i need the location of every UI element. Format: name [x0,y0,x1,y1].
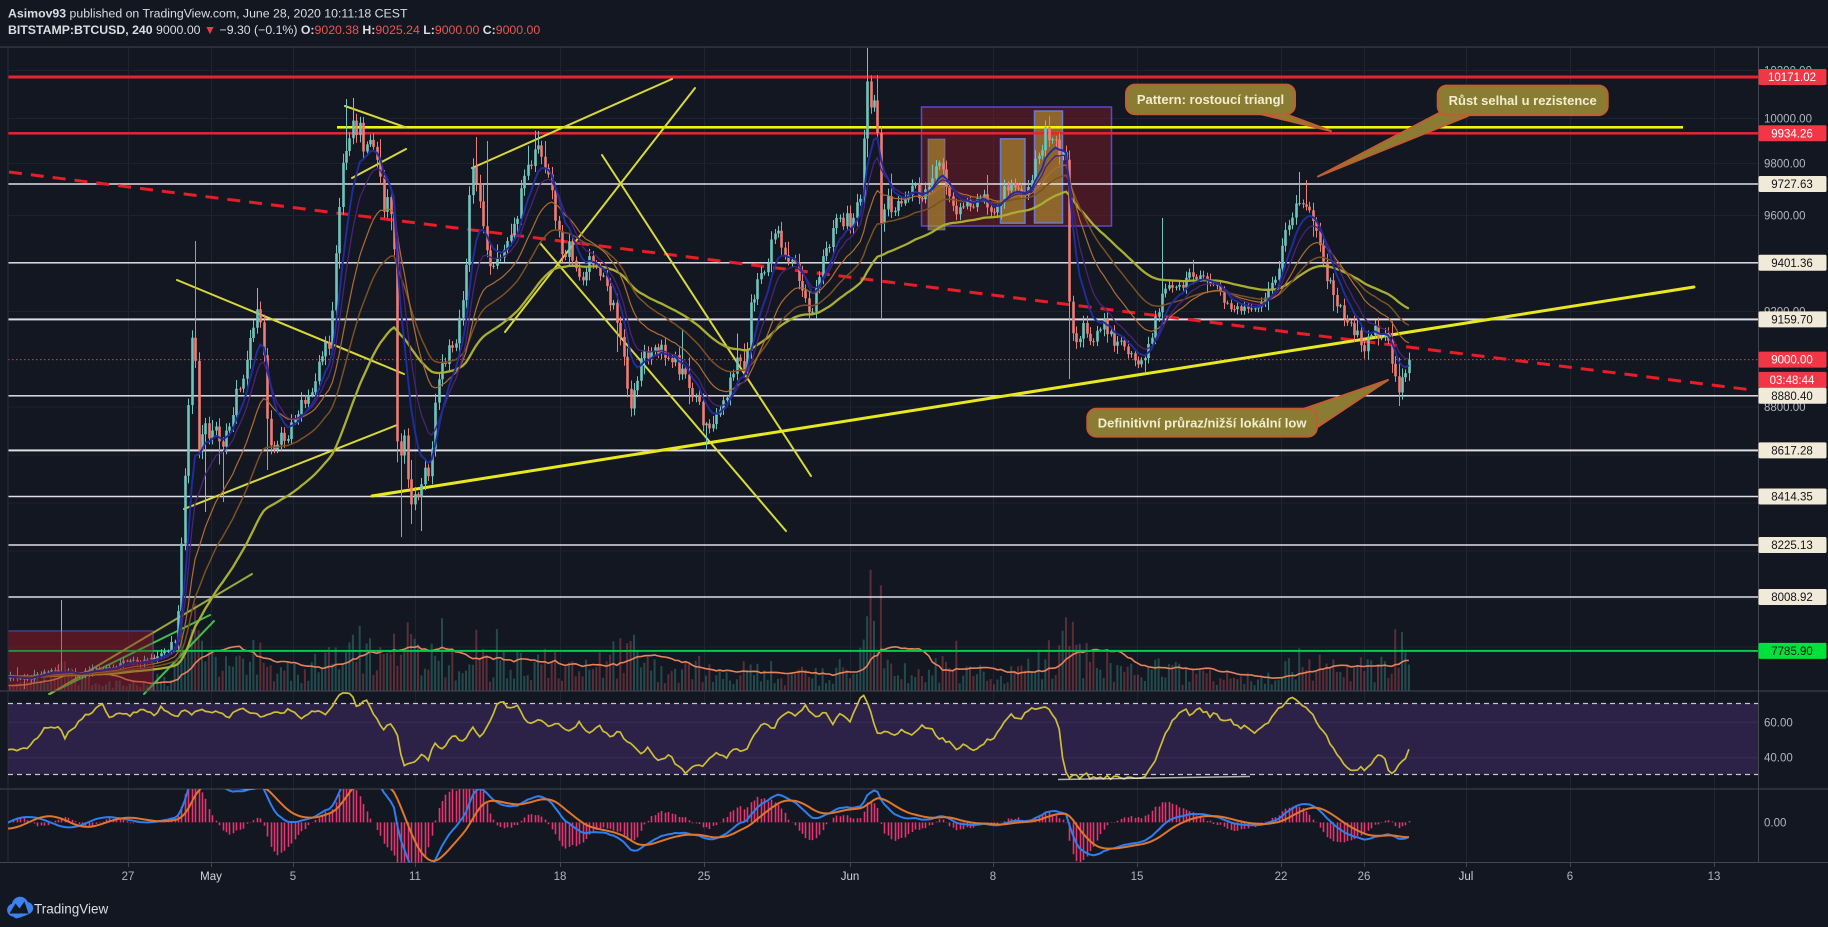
svg-text:9800.00: 9800.00 [1764,159,1806,171]
svg-text:7785.90: 7785.90 [1771,646,1813,658]
svg-text:6: 6 [1567,871,1573,883]
svg-text:8414.35: 8414.35 [1771,492,1813,504]
svg-text:9727.63: 9727.63 [1771,179,1813,191]
svg-text:22: 22 [1275,871,1288,883]
svg-text:26: 26 [1358,871,1371,883]
svg-text:11: 11 [409,871,421,883]
svg-text:0.00: 0.00 [1764,817,1786,829]
svg-text:8880.40: 8880.40 [1771,391,1813,403]
svg-text:13: 13 [1708,871,1721,883]
svg-text:9934.26: 9934.26 [1771,128,1813,140]
svg-text:03:48:44: 03:48:44 [1770,375,1815,387]
svg-text:40.00: 40.00 [1764,753,1793,765]
svg-text:Asimov93 published on TradingV: Asimov93 published on TradingView.com, J… [8,7,408,21]
svg-text:Jul: Jul [1459,871,1474,883]
svg-text:Pattern: rostoucí triangl: Pattern: rostoucí triangl [1137,92,1284,107]
svg-text:27: 27 [122,871,135,883]
svg-text:8: 8 [990,871,996,883]
svg-text:9401.36: 9401.36 [1771,258,1813,270]
svg-text:May: May [200,871,222,883]
svg-text:Růst selhal u rezistence: Růst selhal u rezistence [1449,93,1597,108]
svg-text:8225.13: 8225.13 [1771,540,1813,552]
svg-text:9600.00: 9600.00 [1764,211,1806,223]
svg-text:5: 5 [290,871,296,883]
svg-text:18: 18 [554,871,567,883]
svg-text:TradingView: TradingView [34,902,109,917]
svg-text:8617.28: 8617.28 [1771,445,1813,457]
svg-text:10000.00: 10000.00 [1764,113,1812,125]
svg-text:Definitivní průraz/nižší lokál: Definitivní průraz/nižší lokální low [1098,415,1308,430]
svg-text:Jun: Jun [841,871,860,883]
svg-text:9159.70: 9159.70 [1771,314,1813,326]
svg-text:9000.00: 9000.00 [1771,355,1813,367]
svg-text:BITSTAMP:BTCUSD, 240 9000.00: BITSTAMP:BTCUSD, 240 9000.00 ▼ −9.30 (−0… [8,23,540,37]
svg-text:15: 15 [1131,871,1144,883]
svg-text:10171.02: 10171.02 [1768,72,1816,84]
svg-text:25: 25 [698,871,711,883]
svg-text:8008.92: 8008.92 [1771,592,1813,604]
svg-text:8800.00: 8800.00 [1764,402,1806,414]
svg-text:60.00: 60.00 [1764,717,1793,729]
